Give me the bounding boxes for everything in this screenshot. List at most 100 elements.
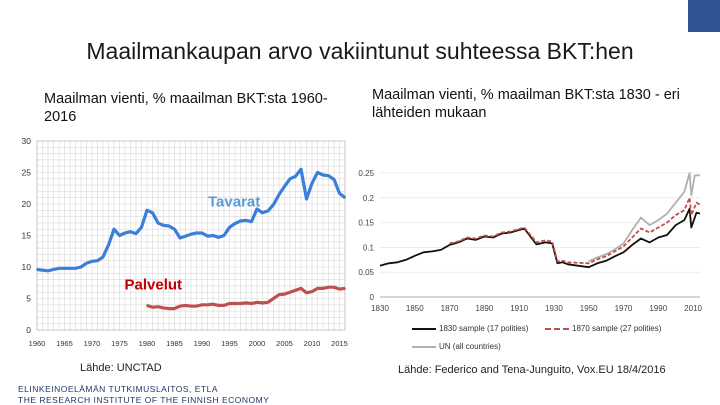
data-point-tavarat (278, 193, 280, 196)
data-point-tavarat (338, 192, 341, 195)
data-point-tavarat (113, 228, 115, 231)
data-point-tavarat (184, 235, 187, 238)
x-tick-label: 2010 (304, 339, 321, 348)
legend-label-un: UN (all countries) (439, 342, 501, 351)
x-tick-label: 1950 (580, 304, 598, 313)
data-point-tavarat (217, 236, 220, 239)
data-point-palvelut (228, 302, 231, 305)
data-point-palvelut (261, 302, 264, 304)
x-tick-label: 1995 (221, 339, 238, 348)
brand-corner-square (688, 0, 720, 32)
data-point-palvelut (157, 305, 159, 308)
series-line-1830-sample (379, 207, 701, 269)
y-tick-label: 15 (22, 231, 32, 241)
data-point-tavarat (305, 198, 308, 200)
x-tick-label: 1980 (139, 339, 156, 348)
data-point-tavarat (102, 256, 104, 258)
x-tick-label: 1890 (475, 304, 493, 313)
y-tick-label: 0.2 (363, 194, 375, 203)
data-point-tavarat (206, 235, 209, 238)
data-point-palvelut (338, 288, 341, 290)
data-point-palvelut (168, 307, 170, 310)
x-tick-label: 2000 (249, 339, 266, 348)
legend-swatch-black-solid (412, 327, 436, 330)
footer-org-name-english: THE RESEARCH INSTITUTE OF THE FINNISH EC… (18, 395, 270, 405)
data-point-tavarat (234, 222, 236, 225)
data-point-palvelut (300, 287, 302, 290)
data-point-tavarat (140, 226, 143, 229)
legend-swatch-red-dashed (545, 327, 569, 330)
y-tick-label: 0.1 (363, 243, 375, 252)
data-point-tavarat (195, 232, 198, 234)
data-point-tavarat (157, 222, 159, 224)
x-tick-label: 1990 (649, 304, 667, 313)
data-point-tavarat (96, 259, 99, 262)
data-point-tavarat (283, 185, 286, 188)
y-tick-label: 10 (22, 262, 32, 272)
legend-label-1870-sample: 1870 sample (27 polities) (572, 324, 662, 333)
data-point-palvelut (250, 302, 253, 305)
y-tick-label: 0 (26, 325, 31, 335)
data-point-palvelut (212, 303, 214, 306)
data-point-tavarat (36, 268, 38, 271)
legend-swatch-grey-solid (412, 345, 436, 348)
data-point-tavarat (311, 182, 313, 185)
series-label-palvelut: Palvelut (125, 277, 183, 294)
data-point-palvelut (316, 287, 319, 290)
data-point-tavarat (80, 266, 82, 268)
x-tick-label: 1965 (56, 339, 73, 348)
data-point-tavarat (250, 220, 253, 223)
data-point-palvelut (206, 303, 209, 306)
data-point-tavarat (135, 232, 137, 235)
data-point-palvelut (195, 305, 198, 307)
data-point-palvelut (190, 305, 192, 307)
y-tick-label: 20 (22, 199, 32, 209)
data-point-tavarat (162, 224, 165, 227)
data-point-palvelut (179, 305, 181, 307)
x-tick-label: 1990 (194, 339, 211, 348)
data-point-tavarat (151, 211, 154, 214)
data-point-tavarat (212, 234, 214, 237)
data-point-tavarat (261, 211, 264, 214)
y-tick-label: 0 (370, 293, 375, 302)
data-point-tavarat (129, 230, 132, 233)
right-line-chart: 0 0.05 0.1 0.15 0.2 0.25 1830 1850 1870 1890 1910 1… (358, 169, 702, 313)
data-point-tavarat (190, 233, 192, 236)
x-tick-label: 2005 (276, 339, 293, 348)
data-point-palvelut (267, 301, 269, 304)
data-point-palvelut (234, 302, 236, 305)
series-line-1870-sample (449, 196, 701, 265)
data-point-palvelut (173, 307, 176, 310)
x-tick-label: 1850 (406, 304, 424, 313)
x-tick-label: 1970 (615, 304, 633, 313)
x-tick-label: 1910 (510, 304, 528, 313)
data-point-tavarat (228, 226, 231, 229)
series-label-tavarat: Tavarat (208, 194, 260, 211)
data-point-palvelut (151, 306, 154, 309)
x-tick-label: 2015 (331, 339, 348, 348)
x-tick-label: 1930 (545, 304, 563, 313)
data-point-palvelut (305, 291, 308, 294)
legend-item-1870-sample: 1870 sample (27 polities) (545, 324, 661, 333)
x-tick-label: 1985 (166, 339, 183, 348)
plot-frame (36, 140, 346, 331)
data-point-tavarat (344, 196, 346, 199)
data-point-palvelut (322, 287, 324, 290)
left-chart-title: Maailman vienti, % maailman BKT:sta 1960… (44, 91, 328, 125)
legend-label-1830-sample: 1830 sample (17 polities) (439, 324, 529, 333)
data-point-tavarat (316, 171, 319, 174)
x-tick-label: 1830 (371, 304, 389, 313)
data-point-tavarat (327, 174, 330, 177)
data-point-palvelut (184, 304, 187, 307)
data-point-palvelut (146, 304, 148, 307)
data-point-tavarat (47, 269, 49, 272)
data-point-palvelut (283, 293, 286, 295)
y-tick-label: 5 (26, 294, 31, 304)
data-point-palvelut (278, 293, 280, 296)
data-point-tavarat (289, 177, 291, 180)
x-tick-label: 2010 (684, 304, 702, 313)
y-tick-label: 0.05 (358, 268, 374, 277)
data-point-tavarat (245, 219, 247, 222)
data-point-palvelut (162, 307, 165, 309)
legend-item-1830-sample: 1830 sample (17 polities) (412, 324, 528, 333)
